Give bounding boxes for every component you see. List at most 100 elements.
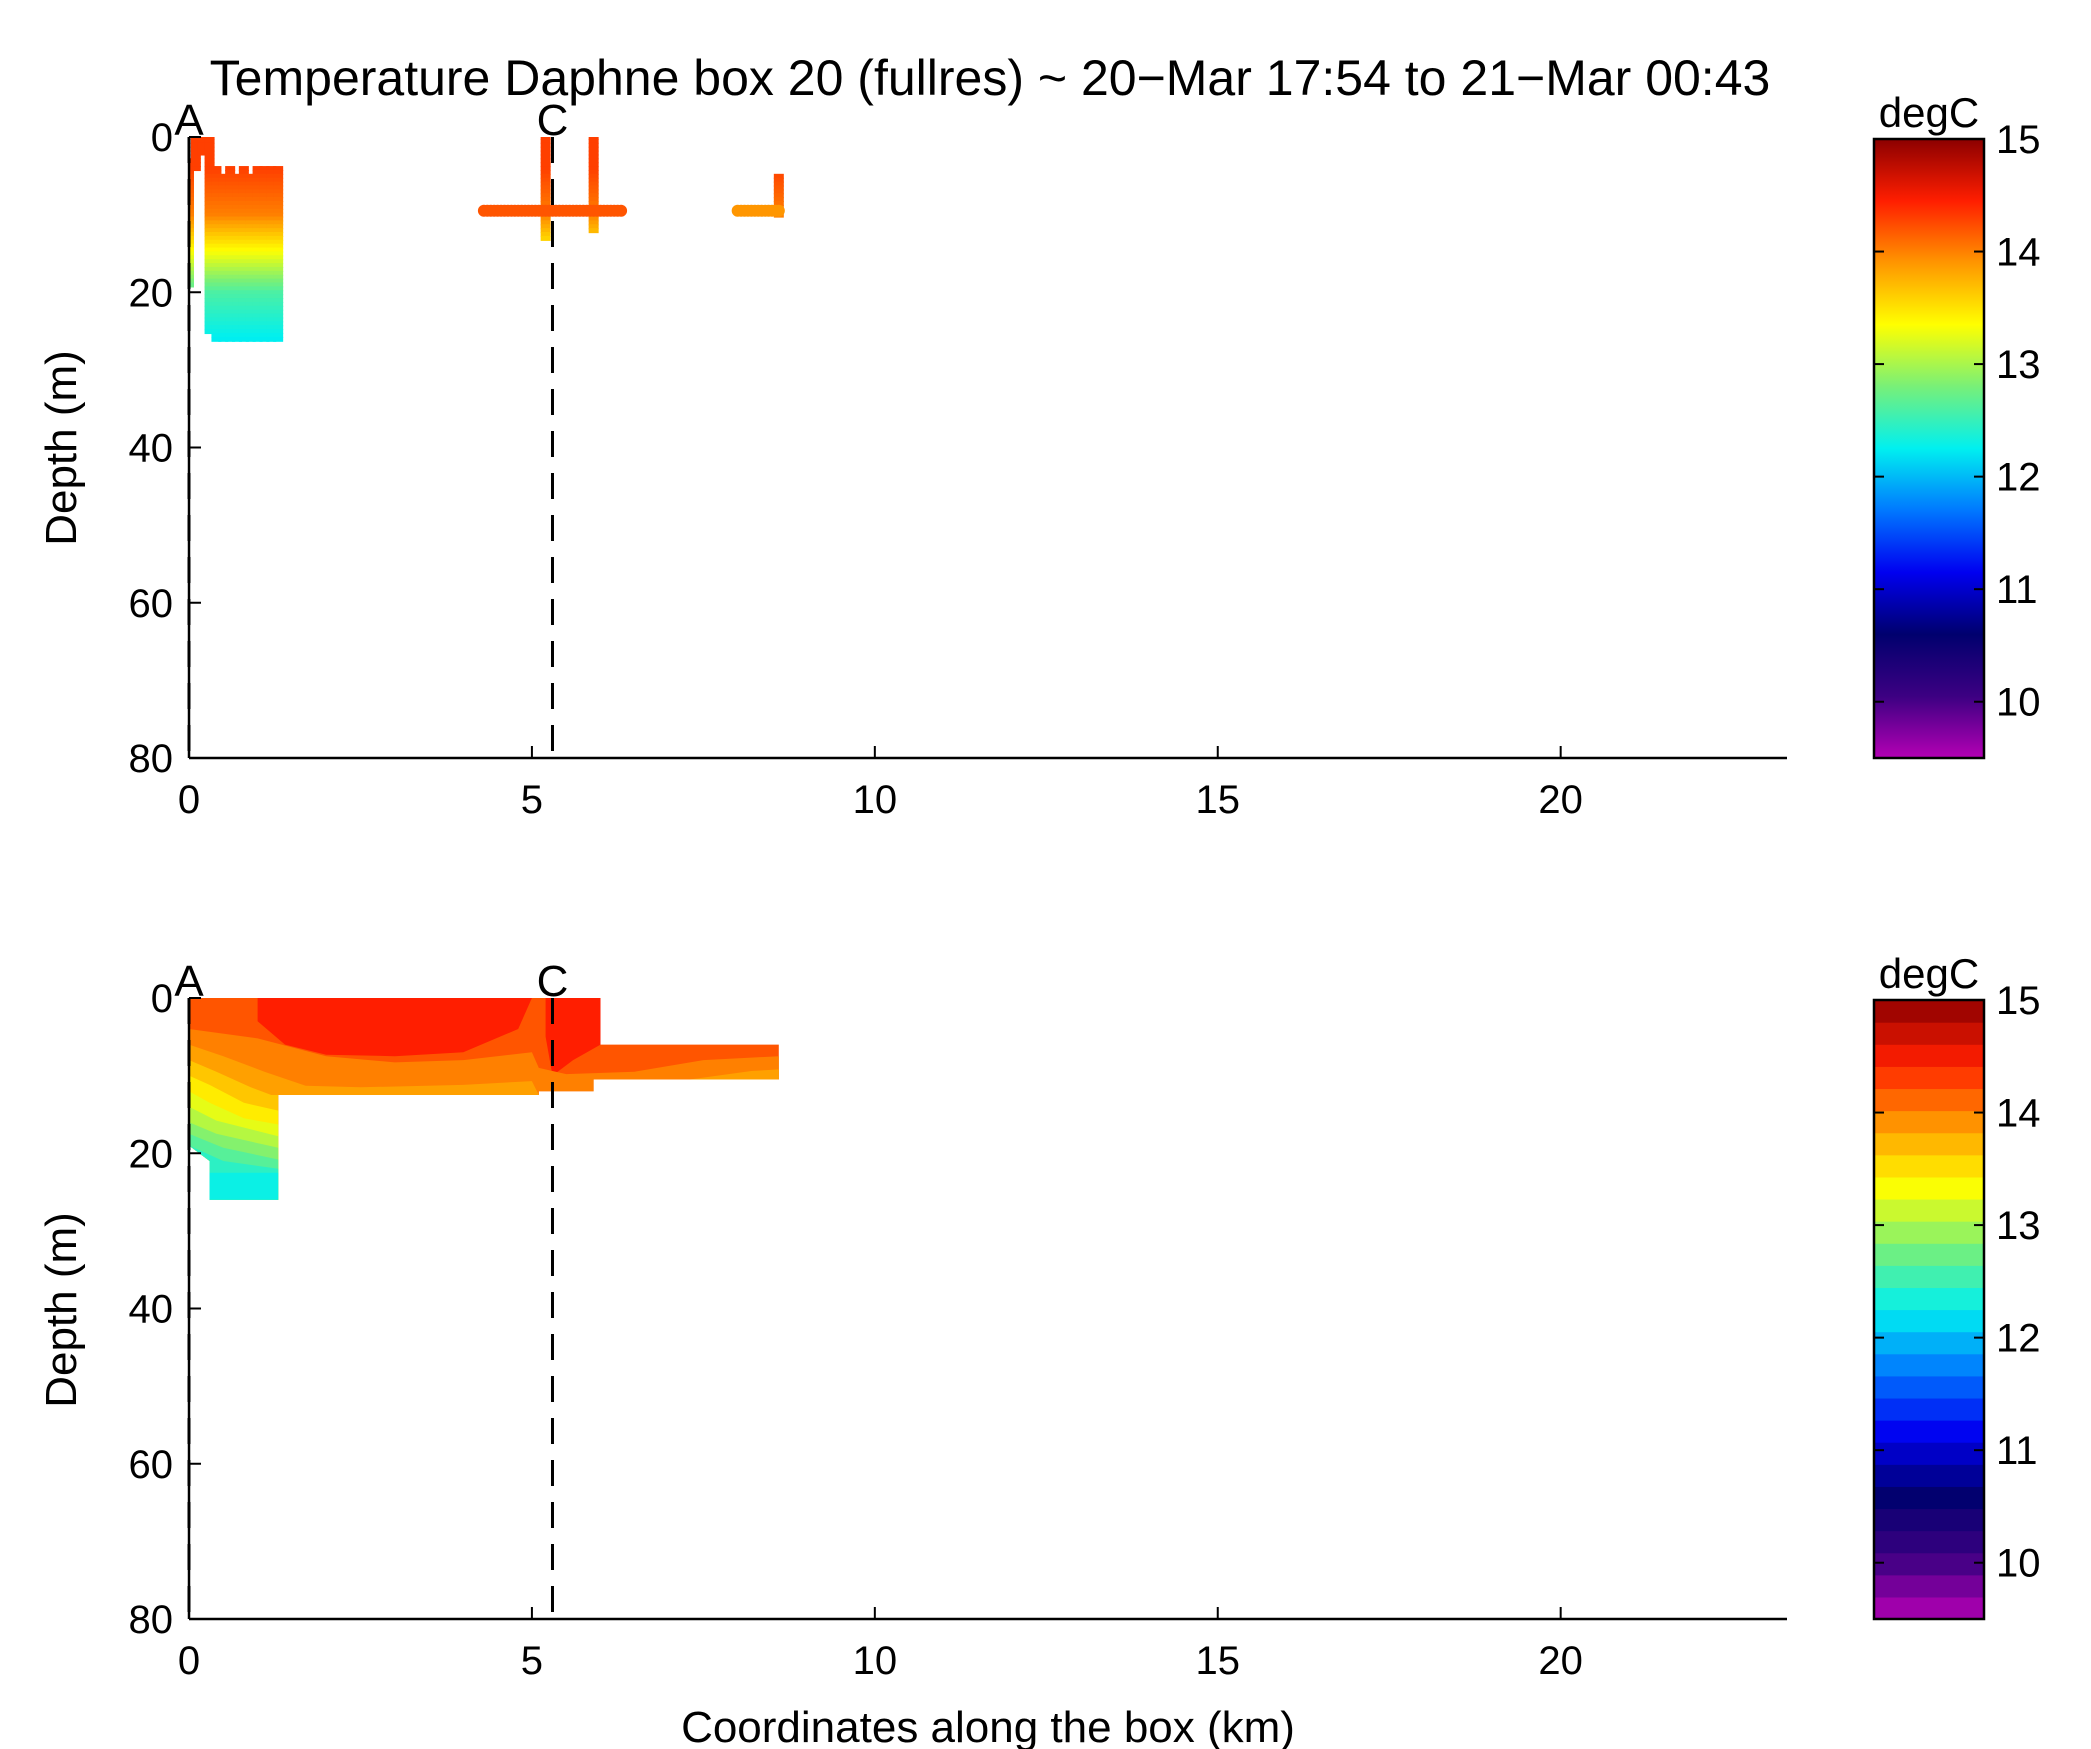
- profile-10-point: [252, 166, 263, 172]
- profile-16-point: [773, 177, 784, 183]
- profile-3-point: [204, 197, 215, 203]
- profile-0-point: [189, 212, 194, 218]
- profile-0-point: [189, 181, 194, 187]
- profile-8-point: [238, 332, 249, 338]
- marker-label-C: C: [537, 96, 569, 145]
- profile-8-point: [238, 185, 249, 191]
- profile-3-point: [204, 177, 215, 183]
- profile-3-point: [204, 251, 215, 257]
- profile-13-point: [273, 259, 284, 265]
- colorbar-band: [1874, 1000, 1984, 1023]
- colorbar-label: degC: [1879, 950, 1979, 997]
- profile-14-point: [540, 142, 551, 148]
- profile-4-point: [211, 212, 222, 218]
- profile-6-point: [225, 166, 236, 172]
- profile-6-point: [225, 224, 236, 230]
- profile-12-point: [266, 208, 277, 214]
- profile-6-point: [225, 301, 236, 307]
- profile-3-point: [204, 298, 215, 304]
- profile-11-point: [259, 255, 270, 261]
- profile-0-point: [189, 243, 194, 249]
- profile-1-point: [190, 162, 201, 168]
- profile-12-point: [266, 193, 277, 199]
- profile-0-point: [189, 266, 194, 272]
- x-axis-label: Coordinates along the box (km): [681, 1703, 1295, 1749]
- y-tick-label: 60: [129, 582, 174, 626]
- profile-4-point: [211, 286, 222, 292]
- profile-7-point: [232, 266, 243, 272]
- profile-13-point: [273, 325, 284, 331]
- tow-0: [477, 204, 628, 217]
- profile-5-point: [218, 216, 229, 222]
- top-colorbar: 10 11 12 13 14 15 degC: [1872, 89, 2041, 760]
- profile-8-point: [238, 173, 249, 179]
- profile-4-point: [211, 301, 222, 307]
- profile-6-point: [225, 282, 236, 288]
- profile-5: [218, 173, 229, 342]
- profile-5-point: [218, 239, 229, 245]
- profile-2: [197, 137, 208, 156]
- profile-1: [190, 137, 201, 172]
- profile-7-point: [232, 208, 243, 214]
- profile-3-point: [204, 228, 215, 234]
- profile-7-point: [232, 200, 243, 206]
- profile-5-point: [218, 317, 229, 323]
- profile-12-point: [266, 232, 277, 238]
- profile-7-point: [232, 239, 243, 245]
- profile-12-point: [266, 197, 277, 203]
- profile-6-point: [225, 270, 236, 276]
- profile-1-point: [190, 154, 201, 160]
- profile-8-point: [238, 301, 249, 307]
- profile-11-point: [259, 224, 270, 230]
- profile-15-point: [588, 228, 599, 234]
- profile-11-point: [259, 309, 270, 315]
- profile-15-point: [588, 146, 599, 152]
- profile-7-point: [232, 185, 243, 191]
- profile-9-point: [245, 216, 256, 222]
- profile-6-point: [225, 204, 236, 210]
- profile-6-point: [225, 173, 236, 179]
- profile-14-point: [540, 146, 551, 152]
- profile-13-point: [273, 235, 284, 241]
- colorbar-band: [1874, 1154, 1984, 1178]
- colorbar-tick-label: 11: [1996, 568, 2038, 612]
- profile-3-point: [204, 305, 215, 311]
- profile-11-point: [259, 185, 270, 191]
- profile-8-point: [238, 239, 249, 245]
- profile-6-point: [225, 263, 236, 269]
- profile-5-point: [218, 305, 229, 311]
- profile-12-point: [266, 189, 277, 195]
- colorbar-band: [1874, 1066, 1984, 1090]
- profile-5-point: [218, 286, 229, 292]
- profile-13-point: [273, 166, 284, 172]
- profile-13-point: [273, 274, 284, 280]
- profile-9-point: [245, 332, 256, 338]
- colorbar-band: [1874, 1044, 1984, 1067]
- profile-4-point: [211, 181, 222, 187]
- profile-4-point: [211, 166, 222, 172]
- profile-5-point: [218, 232, 229, 238]
- profile-12-point: [266, 332, 277, 338]
- profile-0-point: [189, 200, 194, 206]
- profile-0: [189, 158, 194, 288]
- profile-4-point: [211, 336, 222, 342]
- profile-5-point: [218, 200, 229, 206]
- profile-9-point: [245, 251, 256, 257]
- colorbar-tick-label: 10: [1996, 1542, 2041, 1586]
- profile-6-point: [225, 274, 236, 280]
- profile-11-point: [259, 208, 270, 214]
- profile-4-point: [211, 216, 222, 222]
- profile-3-point: [204, 313, 215, 319]
- profile-10-point: [252, 336, 263, 342]
- profile-5-point: [218, 263, 229, 269]
- profile-4-point: [211, 305, 222, 311]
- profile-10-point: [252, 243, 263, 249]
- profile-11-point: [259, 228, 270, 234]
- profile-9-point: [245, 290, 256, 296]
- profile-6-point: [225, 313, 236, 319]
- profile-14-point: [540, 216, 551, 222]
- profile-4-point: [211, 224, 222, 230]
- profile-13-point: [273, 200, 284, 206]
- profile-11-point: [259, 220, 270, 226]
- profile-10-point: [252, 216, 263, 222]
